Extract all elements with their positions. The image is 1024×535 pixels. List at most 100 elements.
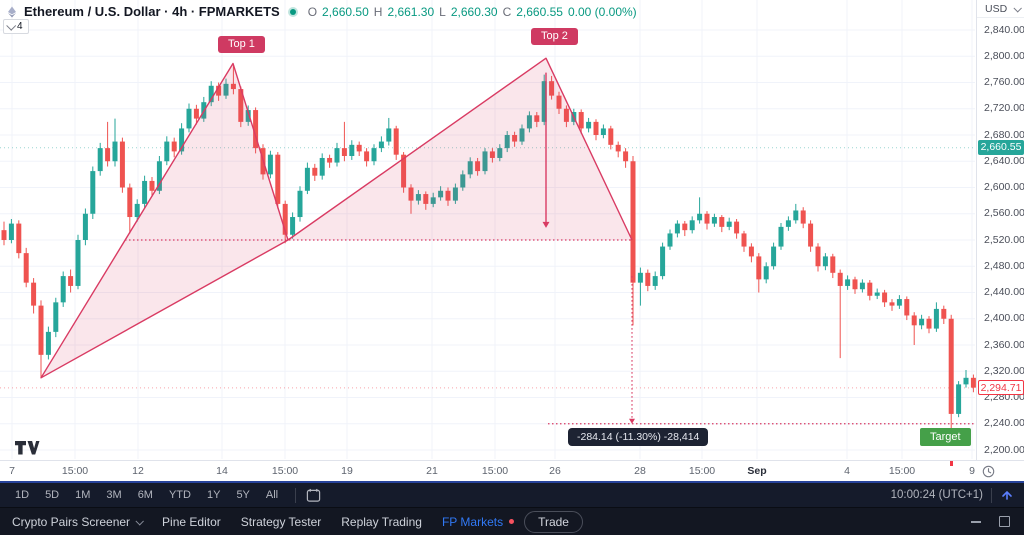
candle-body <box>608 128 614 145</box>
tab-crypto-pairs-screener[interactable]: Crypto Pairs Screener <box>12 515 144 529</box>
candle-body <box>815 246 821 267</box>
time-tick-label: 26 <box>549 465 561 477</box>
price-tick-label: 2,360.00 <box>984 338 1024 351</box>
range-button-6m[interactable]: 6M <box>137 489 153 501</box>
candle-body <box>911 315 917 326</box>
range-button-1m[interactable]: 1M <box>75 489 91 501</box>
candle-body <box>304 167 310 191</box>
range-button-ytd[interactable]: YTD <box>168 489 191 501</box>
price-tick-label: 2,440.00 <box>984 286 1024 298</box>
candle-body <box>652 276 658 286</box>
candle-body <box>519 128 525 142</box>
chevron-down-icon <box>6 20 17 31</box>
candle-body <box>734 221 740 234</box>
top1-badge[interactable]: Top 1 <box>218 36 265 53</box>
candle-body <box>31 282 37 306</box>
time-tick-label: 15:00 <box>688 465 716 477</box>
panel-collapse-icon[interactable] <box>1000 488 1014 502</box>
range-button-3m[interactable]: 3M <box>106 489 122 501</box>
top2-badge[interactable]: Top 2 <box>531 28 578 45</box>
time-axis[interactable]: 7 15:00 12 14 15:00 19 21 15:00 26 28 15:00 Sep 4 15:… <box>0 460 1024 481</box>
close-value: 2,660.55 <box>516 4 563 19</box>
candle-body <box>1 230 7 240</box>
chart-canvas[interactable]: Ethereum / U.S. Dollar · 4h · FPMARKETS … <box>0 0 976 460</box>
candle-body <box>600 128 606 135</box>
bottom-toolbar: 1D 5D 1M 3M 6M YTD 1Y 5Y All 10:00:24 (UTC+1) <box>0 481 1024 507</box>
candle-body <box>60 276 66 303</box>
notification-dot-icon <box>509 519 515 524</box>
go-to-date-icon[interactable] <box>306 488 321 503</box>
range-button-1d[interactable]: 1D <box>15 489 30 501</box>
divider <box>295 487 297 503</box>
tradingview-logo-icon[interactable] <box>14 440 40 456</box>
price-tick-label: 2,400.00 <box>984 312 1024 325</box>
timezone-clock-icon[interactable] <box>982 465 995 478</box>
candle-body <box>682 223 688 231</box>
time-tick-label: 21 <box>426 465 438 477</box>
range-button-1y[interactable]: 1Y <box>206 489 221 501</box>
market-open-dot-icon <box>289 8 296 15</box>
candle-body <box>741 233 747 247</box>
time-tick-label: 12 <box>132 465 144 477</box>
clock-display[interactable]: 10:00:24 (UTC+1) <box>890 489 983 501</box>
time-tick-label: 7 <box>9 465 15 477</box>
time-tick-label: 4 <box>844 465 850 477</box>
candle-body <box>504 135 510 149</box>
chevron-down-icon <box>135 516 144 526</box>
candle-body <box>630 161 636 283</box>
candle-body <box>216 85 222 96</box>
candle-body <box>171 141 177 152</box>
candle-body <box>179 128 185 152</box>
candle-body <box>312 167 318 176</box>
candle-body <box>512 135 518 142</box>
candle-body <box>282 203 288 235</box>
price-tick-label: 2,600.00 <box>984 181 1024 193</box>
range-button-all[interactable]: All <box>265 489 279 501</box>
candle-body <box>349 144 355 156</box>
price-axis[interactable]: USD 2,840.00 2,800.00 2,760.00 2,720.00 2,68… <box>976 0 1024 460</box>
restore-window-icon[interactable] <box>999 516 1010 527</box>
candle-body <box>719 217 725 227</box>
tab-fp-markets[interactable]: FP Markets <box>442 515 515 529</box>
candle-body <box>941 308 947 319</box>
candle-body <box>186 108 192 129</box>
candle-body <box>859 282 865 290</box>
candle-body <box>667 233 673 247</box>
symbol-legend[interactable]: Ethereum / U.S. Dollar · 4h · FPMARKETS … <box>6 4 637 19</box>
candle-body <box>475 161 481 172</box>
price-tick-label: 2,560.00 <box>984 207 1024 220</box>
candle-body <box>245 110 251 122</box>
candle-body <box>808 223 814 247</box>
candle-body <box>8 223 14 240</box>
candle-body <box>356 144 362 152</box>
candle-body <box>689 220 695 231</box>
price-tick-label: 2,840.00 <box>984 23 1024 36</box>
trade-button[interactable]: Trade <box>524 510 583 533</box>
candlestick-chart <box>0 0 976 459</box>
price-tick-label: 2,800.00 <box>984 49 1024 62</box>
object-tree-count[interactable]: 4 <box>3 19 29 34</box>
candle-body <box>460 174 466 188</box>
tab-strategy-tester[interactable]: Strategy Tester <box>240 514 322 529</box>
time-tick-label: 15:00 <box>61 465 89 477</box>
currency-selector[interactable]: USD <box>977 0 1024 18</box>
candle-body <box>208 85 214 103</box>
candle-body <box>467 161 473 175</box>
range-button-5d[interactable]: 5D <box>45 489 60 501</box>
range-button-5y[interactable]: 5Y <box>236 489 250 501</box>
time-tick-label: 15:00 <box>888 465 916 477</box>
candle-body <box>164 141 170 162</box>
symbol-title[interactable]: Ethereum / U.S. Dollar · 4h · FPMARKETS <box>24 4 280 19</box>
candle-body <box>23 253 29 283</box>
measure-tooltip: -284.14 (-11.30%) -28,414 <box>568 428 709 446</box>
candle-body <box>319 157 325 176</box>
time-tick-label: 15:00 <box>481 465 509 477</box>
candle-body <box>297 190 303 218</box>
tab-pine-editor[interactable]: Pine Editor <box>162 514 221 529</box>
minimize-icon[interactable] <box>971 520 981 523</box>
target-badge[interactable]: Target <box>920 428 971 446</box>
candle-body <box>711 217 717 224</box>
price-tick-label: 2,200.00 <box>984 443 1024 456</box>
tab-replay-trading[interactable]: Replay Trading <box>341 514 422 529</box>
candle-body <box>430 197 436 204</box>
